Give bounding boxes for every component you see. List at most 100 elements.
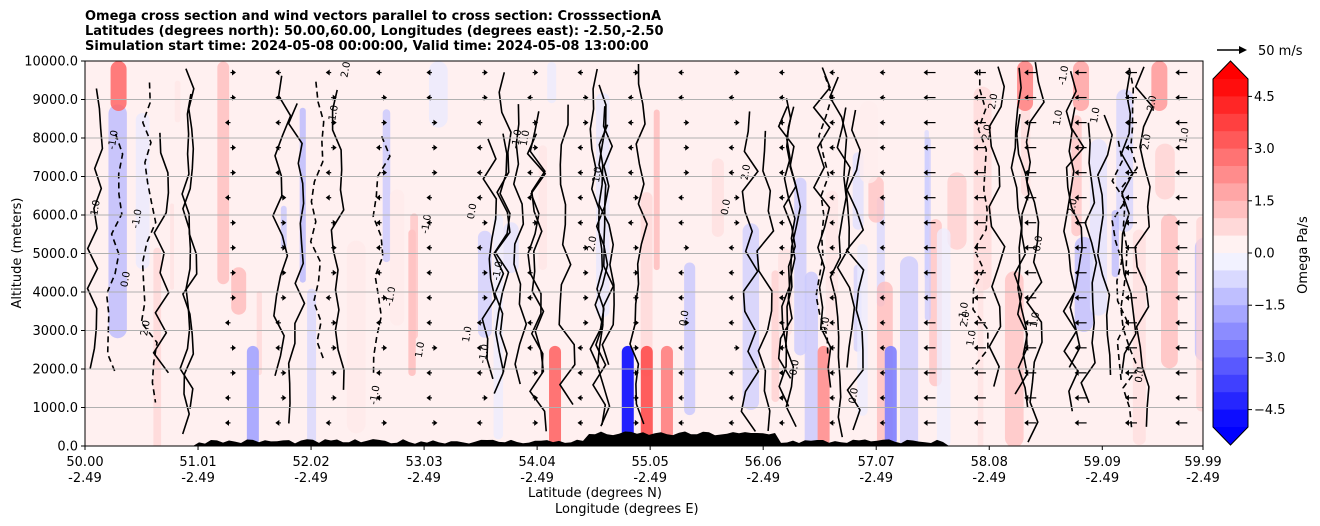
wind-vector-head <box>923 369 928 376</box>
x-tick-longitude: -2.49 <box>181 471 215 486</box>
wind-vector-head <box>1175 294 1180 301</box>
wind-vector-head <box>829 294 834 301</box>
omega-patch <box>973 86 992 291</box>
wind-vector-head <box>383 419 388 426</box>
wind-vector-head <box>778 169 783 176</box>
wind-vector-head <box>282 369 287 376</box>
wind-vector-head <box>426 394 431 401</box>
wind-vector-head <box>383 344 388 351</box>
wind-vector-head <box>634 419 639 426</box>
wind-vector-head <box>829 319 834 326</box>
wind-vector-head <box>634 194 639 201</box>
contour-label: 1.0 <box>1052 109 1066 127</box>
wind-vector-head <box>923 119 928 126</box>
contour-label: -1.0 <box>420 214 434 235</box>
colorbar-outline <box>1212 60 1249 446</box>
contour-label: 0.0 <box>847 387 861 405</box>
wind-vector-head <box>231 244 236 251</box>
x-tick-longitude: -2.49 <box>294 471 328 486</box>
wind-vector-head <box>534 419 539 426</box>
wind-vector-head <box>1124 269 1129 276</box>
wind-vector-head <box>1024 219 1029 226</box>
omega-patch <box>1071 115 1082 237</box>
omega-patch <box>493 214 504 440</box>
colorbar-tick-label: 0.0 <box>1254 247 1275 262</box>
wind-vector-head <box>1024 294 1029 301</box>
wind-vector-head <box>973 294 978 301</box>
contour-line <box>140 82 158 403</box>
wind-vector-head <box>231 369 236 376</box>
wind-vector-head <box>527 244 532 251</box>
colorbar-segment <box>1213 113 1248 132</box>
wind-vector-head <box>224 194 229 201</box>
wind-vector-head <box>325 294 330 301</box>
wind-vector-head <box>1074 344 1079 351</box>
wind-vector-head <box>224 319 229 326</box>
contour-label: -1.0 <box>130 208 144 229</box>
contour-label: -1.0 <box>510 129 524 150</box>
contour-line <box>1065 107 1085 368</box>
omega-patch <box>1161 213 1178 369</box>
wind-vector-head <box>376 319 381 326</box>
wind-vector-head <box>1175 169 1180 176</box>
wind-vector-head <box>829 169 834 176</box>
wind-vector-head <box>483 219 488 226</box>
omega-core <box>1017 61 1034 111</box>
omega-patch <box>1111 210 1119 278</box>
wind-vector-head <box>829 419 834 426</box>
contour-label: 2.0 <box>1066 198 1080 216</box>
wind-vector-head <box>584 294 589 301</box>
wind-vector-head <box>879 194 884 201</box>
wind-vector-head <box>1074 319 1079 326</box>
wind-vector-head <box>923 144 928 151</box>
wind-vector-head <box>376 244 381 251</box>
wind-vector-head <box>1024 319 1029 326</box>
wind-vector-head <box>1074 294 1079 301</box>
wind-vector-head <box>231 344 236 351</box>
omega-patch <box>477 230 492 338</box>
wind-vector-head <box>1024 169 1029 176</box>
wind-vector-head <box>534 69 539 76</box>
wind-vector-head <box>1074 119 1079 126</box>
contour-line <box>1013 113 1030 395</box>
wind-vector-head <box>527 194 532 201</box>
wind-vector-head <box>829 344 834 351</box>
wind-vector-head <box>923 194 928 201</box>
wind-vector-head <box>1124 194 1129 201</box>
wind-vector-head <box>1024 419 1029 426</box>
wind-vector-head <box>1024 344 1029 351</box>
wind-vector-head <box>1024 119 1029 126</box>
wind-vector-head <box>728 144 733 151</box>
colorbar-segment <box>1213 287 1248 306</box>
wind-vector-head <box>1024 269 1029 276</box>
wind-vector-head <box>1175 369 1180 376</box>
contour-label: -1.0 <box>957 301 971 322</box>
wind-vector-head <box>973 369 978 376</box>
wind-vector-head <box>1074 244 1079 251</box>
wind-vector-head <box>778 144 783 151</box>
wind-vector-head <box>685 144 690 151</box>
omega-patch <box>653 109 660 271</box>
contour-label: -1.0 <box>491 260 505 281</box>
y-tick-label: 4000.0 <box>33 286 79 301</box>
wind-vector-head <box>577 369 582 376</box>
wind-vector-head <box>879 169 884 176</box>
omega-patch <box>711 158 724 237</box>
wind-vector-head <box>973 269 978 276</box>
wind-vector-head <box>433 169 438 176</box>
wind-vector-head <box>1024 244 1029 251</box>
wind-vector-head <box>829 119 834 126</box>
wind-vector-head <box>376 194 381 201</box>
wind-vector-head <box>476 194 481 201</box>
wind-vector-head <box>1124 144 1129 151</box>
wind-vector-head <box>627 169 632 176</box>
wind-vector-head <box>735 119 740 126</box>
wind-vector-head <box>735 194 740 201</box>
wind-vector-head <box>433 419 438 426</box>
x-tick-longitude: -2.49 <box>520 471 554 486</box>
x-tick-latitude: 52.02 <box>292 455 329 470</box>
wind-vector-head <box>678 344 683 351</box>
wind-vector-head <box>584 119 589 126</box>
wind-vector-head <box>627 219 632 226</box>
wind-vector-head <box>224 119 229 126</box>
